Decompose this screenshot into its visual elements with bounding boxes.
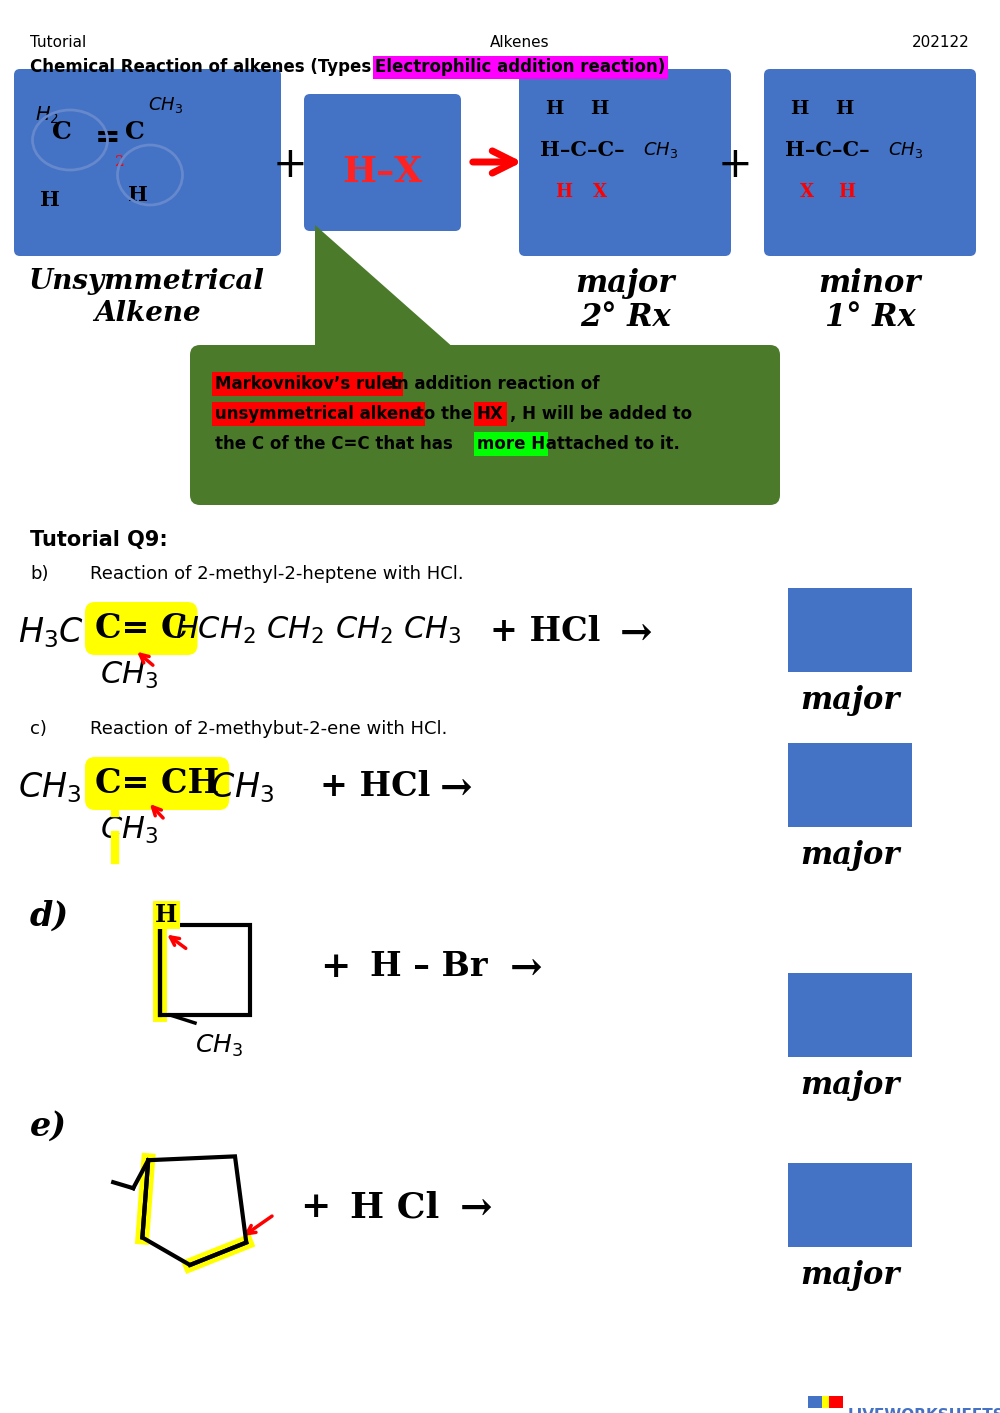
Text: H: H — [128, 185, 148, 205]
Text: H: H — [155, 903, 177, 927]
Text: →: → — [620, 615, 653, 653]
Text: H–C–C–: H–C–C– — [785, 140, 870, 160]
Text: H: H — [40, 189, 60, 211]
Text: H: H — [838, 184, 855, 201]
Text: HX: HX — [477, 406, 504, 422]
Text: H Cl: H Cl — [350, 1190, 439, 1224]
FancyBboxPatch shape — [788, 588, 912, 673]
Text: H: H — [790, 100, 808, 119]
Text: 2° Rx: 2° Rx — [580, 302, 670, 333]
FancyBboxPatch shape — [822, 1396, 829, 1407]
Text: →: → — [460, 1190, 493, 1228]
Text: the C of the C=C that has: the C of the C=C that has — [215, 435, 458, 454]
Text: Alkenes: Alkenes — [490, 35, 550, 49]
Text: In addition reaction of: In addition reaction of — [385, 374, 600, 393]
Text: $H_3C$: $H_3C$ — [18, 615, 84, 650]
Text: c): c) — [30, 721, 47, 738]
Text: unsymmetrical alkene: unsymmetrical alkene — [215, 406, 421, 422]
FancyBboxPatch shape — [190, 345, 780, 504]
Text: minor: minor — [819, 268, 921, 300]
Text: 202122: 202122 — [912, 35, 970, 49]
Text: d): d) — [30, 900, 69, 933]
Text: C= CH: C= CH — [95, 767, 219, 800]
FancyBboxPatch shape — [808, 1396, 822, 1407]
Text: H – Br: H – Br — [370, 950, 488, 983]
Text: to the: to the — [410, 406, 478, 422]
Text: Alkene: Alkene — [94, 300, 200, 326]
Text: →: → — [440, 770, 473, 808]
Text: Electrophilic addition reaction): Electrophilic addition reaction) — [375, 58, 665, 76]
Text: e): e) — [30, 1111, 67, 1143]
FancyBboxPatch shape — [519, 69, 731, 256]
Text: $\ CH_3$: $\ CH_3$ — [200, 770, 274, 804]
Text: $CH_3$: $CH_3$ — [195, 1033, 243, 1060]
Text: C: C — [52, 120, 72, 144]
FancyArrowPatch shape — [473, 151, 514, 174]
Text: +: + — [300, 1190, 330, 1224]
Text: Reaction of 2-methybut-2-ene with HCl.: Reaction of 2-methybut-2-ene with HCl. — [90, 721, 447, 738]
Text: →: → — [510, 950, 543, 988]
Text: more H: more H — [477, 435, 545, 454]
Text: $CH_3$: $CH_3$ — [148, 95, 183, 114]
Text: H–X: H–X — [342, 155, 422, 189]
Text: Tutorial Q9:: Tutorial Q9: — [30, 530, 168, 550]
Text: LIVEWORKSHEETS: LIVEWORKSHEETS — [848, 1407, 1000, 1413]
Text: 1° Rx: 1° Rx — [825, 302, 915, 333]
FancyBboxPatch shape — [829, 1396, 843, 1407]
Text: X: X — [593, 184, 607, 201]
Text: 2: 2 — [115, 155, 125, 170]
Text: H: H — [545, 100, 563, 119]
Text: H–C–C–: H–C–C– — [540, 140, 625, 160]
Text: b): b) — [30, 565, 48, 584]
Text: + HCl: + HCl — [490, 615, 600, 649]
Text: $CH_3$: $CH_3$ — [643, 140, 678, 160]
Text: Reaction of 2-methyl-2-heptene with HCl.: Reaction of 2-methyl-2-heptene with HCl. — [90, 565, 464, 584]
Text: $CH_3$: $CH_3$ — [888, 140, 923, 160]
Text: H: H — [835, 100, 853, 119]
Text: , H will be added to: , H will be added to — [510, 406, 692, 422]
Text: H: H — [590, 100, 608, 119]
Text: Unsymmetrical: Unsymmetrical — [29, 268, 265, 295]
Text: major: major — [800, 1260, 900, 1291]
Text: $CH_3$: $CH_3$ — [100, 660, 158, 691]
Text: C= C: C= C — [95, 612, 188, 644]
Text: $HCH_2\ CH_2\ CH_2\ CH_3$: $HCH_2\ CH_2\ CH_2\ CH_3$ — [175, 615, 462, 646]
Text: $CH_3$: $CH_3$ — [18, 770, 81, 804]
Polygon shape — [315, 225, 490, 380]
FancyBboxPatch shape — [788, 974, 912, 1057]
Text: major: major — [575, 268, 675, 300]
Text: Chemical Reaction of alkenes (Types of reaction:: Chemical Reaction of alkenes (Types of r… — [30, 58, 491, 76]
FancyBboxPatch shape — [764, 69, 976, 256]
Text: $H_2$: $H_2$ — [35, 105, 59, 126]
FancyBboxPatch shape — [788, 1163, 912, 1248]
FancyBboxPatch shape — [14, 69, 281, 256]
Text: C: C — [125, 120, 145, 144]
Text: H: H — [555, 184, 572, 201]
Text: + HCl: + HCl — [320, 770, 430, 803]
Text: Tutorial: Tutorial — [30, 35, 86, 49]
Text: major: major — [800, 1070, 900, 1101]
Text: X: X — [800, 184, 814, 201]
Text: major: major — [800, 685, 900, 716]
Text: +: + — [320, 950, 350, 983]
Text: Markovnikov’s rule:: Markovnikov’s rule: — [215, 374, 400, 393]
Text: =: = — [95, 123, 121, 154]
Text: +: + — [273, 144, 307, 187]
Text: +: + — [718, 144, 752, 187]
Text: attached to it.: attached to it. — [540, 435, 680, 454]
FancyBboxPatch shape — [788, 743, 912, 827]
Text: $CH_3$: $CH_3$ — [100, 815, 158, 846]
FancyBboxPatch shape — [304, 95, 461, 230]
Text: major: major — [800, 839, 900, 870]
